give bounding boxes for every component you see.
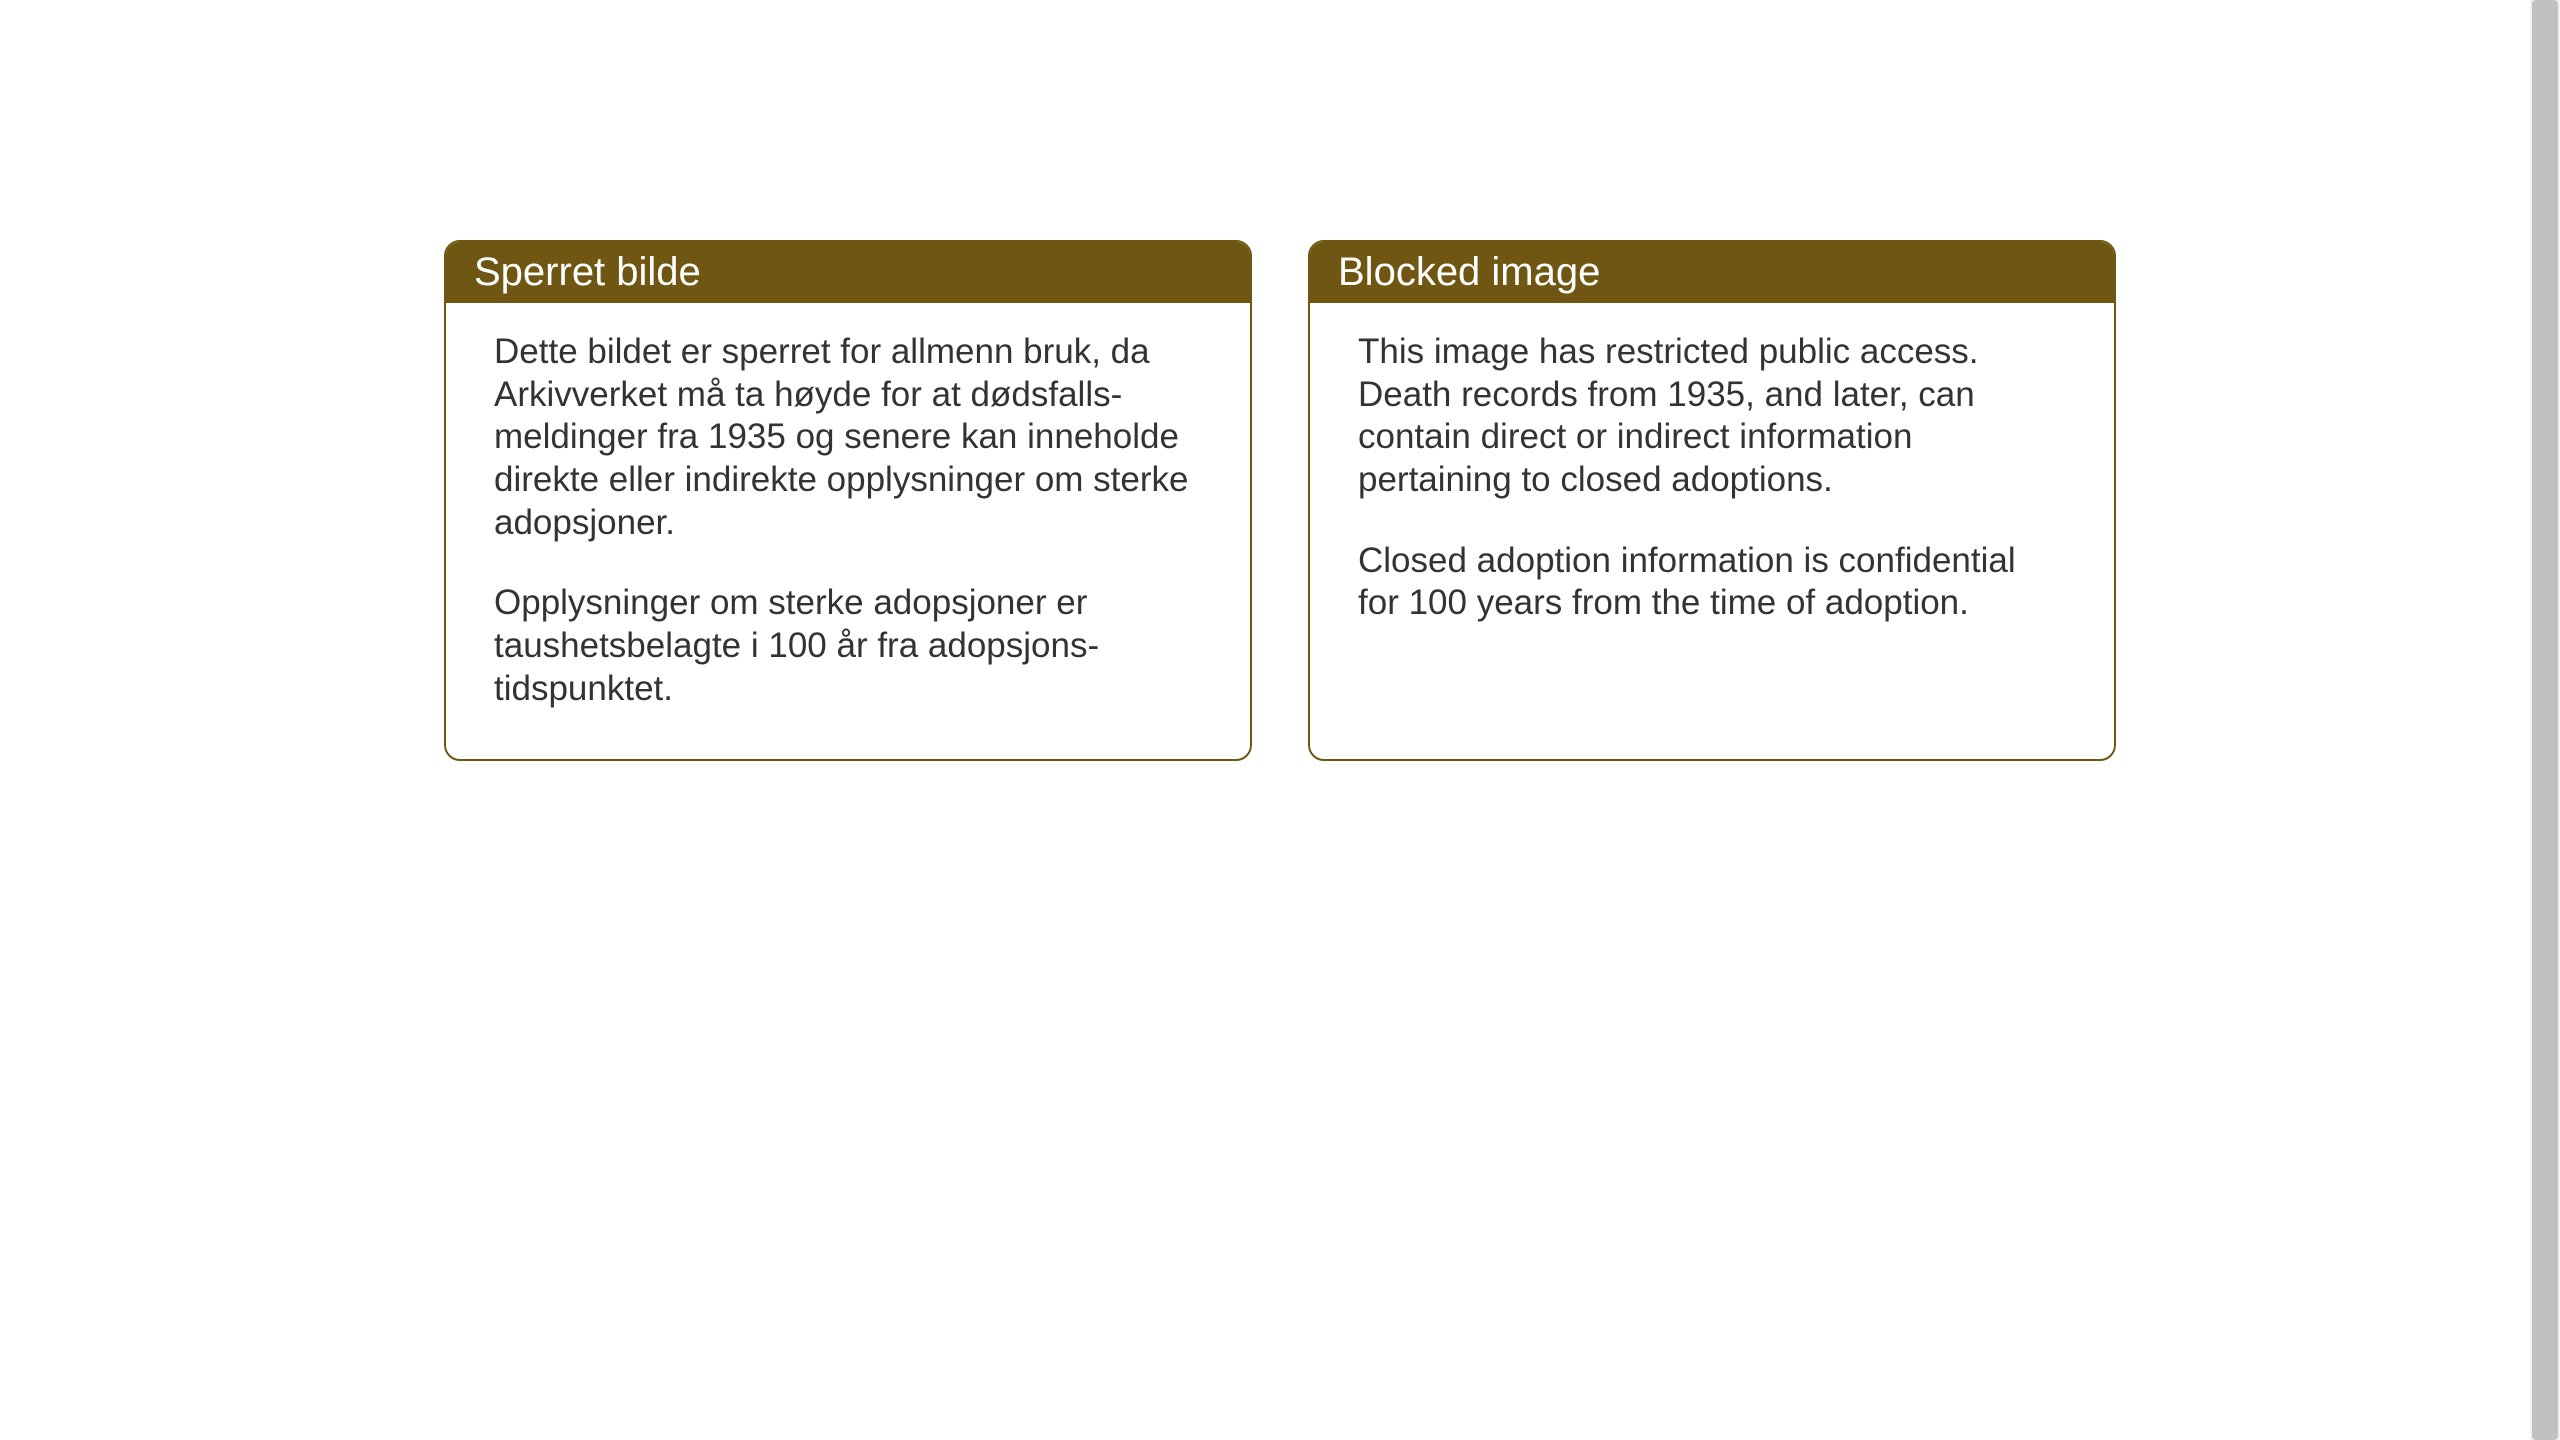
scrollbar-thumb[interactable] xyxy=(2532,0,2558,1440)
card-title: Blocked image xyxy=(1338,250,1600,294)
notice-container: Sperret bilde Dette bildet er sperret fo… xyxy=(444,240,2116,761)
card-paragraph-2: Opplysninger om sterke adopsjoner er tau… xyxy=(494,582,1202,710)
card-body-norwegian: Dette bildet er sperret for allmenn bruk… xyxy=(446,303,1250,759)
card-header-english: Blocked image xyxy=(1310,242,2114,303)
scrollbar-track[interactable] xyxy=(2530,0,2560,1440)
notice-card-english: Blocked image This image has restricted … xyxy=(1308,240,2116,761)
card-paragraph-2: Closed adoption information is confident… xyxy=(1358,540,2066,625)
notice-card-norwegian: Sperret bilde Dette bildet er sperret fo… xyxy=(444,240,1252,761)
card-paragraph-1: Dette bildet er sperret for allmenn bruk… xyxy=(494,331,1202,544)
card-body-english: This image has restricted public access.… xyxy=(1310,303,2114,673)
card-header-norwegian: Sperret bilde xyxy=(446,242,1250,303)
card-paragraph-1: This image has restricted public access.… xyxy=(1358,331,2066,502)
card-title: Sperret bilde xyxy=(474,250,701,294)
